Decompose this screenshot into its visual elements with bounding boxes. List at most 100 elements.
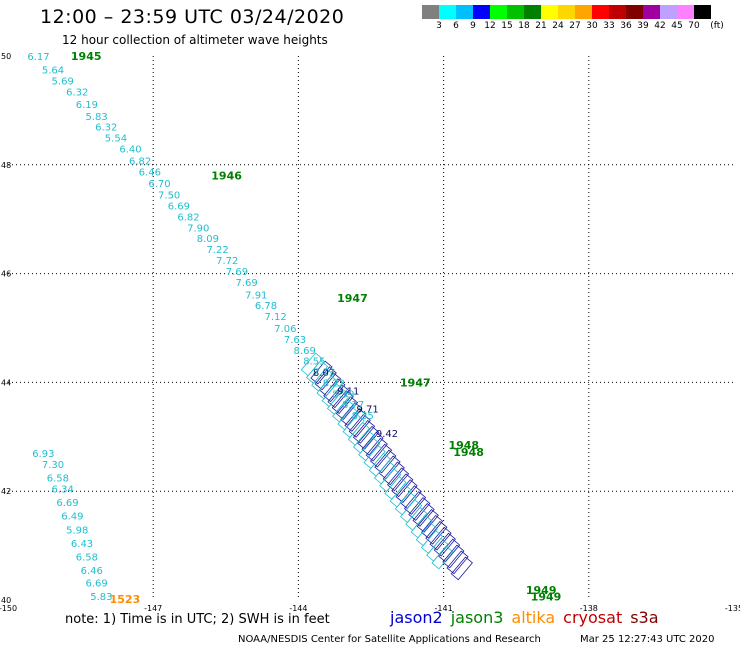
- legend-label: 6: [453, 21, 459, 31]
- wave-height-label: 5.64: [42, 66, 64, 77]
- legend-swatch: [439, 5, 456, 19]
- wave-height-label: 7.06: [274, 324, 296, 335]
- wave-height-label: 6.46: [81, 566, 103, 577]
- track-point-glyph: [386, 467, 410, 492]
- wave-height-label: 6.49: [61, 512, 83, 523]
- track-point-glyph: [403, 491, 427, 515]
- wave-height-label: 6.69: [56, 498, 78, 509]
- wave-height-label: 7.50: [158, 191, 180, 202]
- track-point-glyph: [327, 384, 350, 409]
- wave-height-label: 8.09: [197, 234, 219, 245]
- legend-label: 24: [552, 21, 564, 31]
- y-tick-label: 40: [1, 596, 11, 605]
- track-point-glyph: [382, 461, 405, 486]
- wave-height-label: 5.83: [90, 592, 112, 603]
- legend-swatch: [490, 5, 507, 19]
- time-label: 1948: [453, 446, 484, 459]
- track-point-glyph: [450, 556, 473, 581]
- legend-swatch: [422, 5, 439, 19]
- wave-height-label: 8.07: [313, 368, 335, 379]
- track-point-glyph: [340, 402, 363, 426]
- legend-swatch: [558, 5, 575, 19]
- legend-labels: 3 6 9 12 15 18 21 24 27 30 33 36 39 42 45 70 (ft): [422, 19, 740, 33]
- wave-height-label: 6.17: [27, 52, 49, 63]
- legend-swatch: [541, 5, 558, 19]
- track-point-glyph: [395, 479, 418, 504]
- credit-text: NOAA/NESDIS Center for Satellite Applica…: [238, 634, 541, 645]
- wave-height-label: 6.69: [168, 202, 190, 213]
- legend-swatch: [507, 5, 524, 19]
- track-point-glyph: [361, 431, 384, 456]
- wave-height-label: 6.58: [76, 552, 98, 563]
- wave-height-label: 7.13: [313, 368, 335, 379]
- page-subtitle: 12 hour collection of altimeter wave hei…: [62, 33, 328, 47]
- y-tick-label: 48: [1, 161, 11, 170]
- track-point-glyph: [335, 396, 359, 420]
- wave-height-label: 8.55: [303, 357, 325, 368]
- y-tick-label: 46: [1, 270, 11, 279]
- wave-height-label: 6.69: [85, 579, 107, 590]
- time-label: 1948: [448, 439, 479, 452]
- satellite-legend: jason2 jason3 altika cryosat s3a: [390, 608, 667, 627]
- legend-label: 3: [436, 21, 442, 31]
- legend-label: 12: [484, 21, 496, 31]
- legend-swatch: [609, 5, 626, 19]
- legend-swatch: [677, 5, 694, 19]
- track-point-glyph: [431, 545, 454, 570]
- time-label: 1949: [526, 584, 557, 597]
- legend-swatch: [626, 5, 643, 19]
- x-tick-label: -150: [0, 604, 17, 613]
- y-tick-label: 50: [1, 52, 11, 61]
- footer-note: note: 1) Time is in UTC; 2) SWH is in fe…: [65, 612, 330, 627]
- legend-label: 36: [620, 21, 632, 31]
- wave-height-label: 7.69: [226, 267, 248, 278]
- track-point-glyph: [391, 473, 414, 498]
- wave-height-label: 7.63: [284, 335, 306, 346]
- wave-height-label: 6.78: [255, 301, 277, 312]
- time-label: 1946: [211, 170, 242, 183]
- wave-height-label: 7.30: [42, 460, 64, 471]
- time-label: 1945: [71, 50, 102, 63]
- track-point-glyph: [314, 366, 337, 391]
- wave-height-label: 9.42: [376, 429, 398, 440]
- legend-label: 42: [654, 21, 666, 31]
- wave-height-label: 8.35: [352, 411, 374, 422]
- track-point-glyph: [438, 538, 461, 563]
- legend-swatch: [456, 5, 473, 19]
- y-tick-label: 42: [1, 487, 11, 496]
- y-tick-label: 44: [1, 378, 11, 387]
- time-label: 1947: [337, 292, 368, 305]
- legend-swatch: [473, 5, 490, 19]
- wave-height-label: 6.34: [52, 484, 74, 495]
- wave-height-label: 7.69: [235, 278, 257, 289]
- wave-height-label: 8.69: [294, 346, 316, 357]
- wave-height-label: 5.98: [66, 525, 88, 536]
- legend-unit: (ft): [710, 21, 724, 31]
- track-point-glyph: [412, 503, 435, 527]
- x-tick-label: -144: [289, 604, 307, 613]
- time-label: 1523: [110, 593, 141, 606]
- wave-height-label: 7.91: [245, 290, 267, 301]
- legend-swatch: [660, 5, 677, 19]
- track-point-glyph: [352, 419, 376, 444]
- wave-height-label: 5.69: [52, 76, 74, 87]
- track-point-glyph: [357, 425, 380, 450]
- wave-height-label: 7.12: [265, 312, 287, 323]
- satellite-jason2: jason2: [390, 608, 443, 627]
- wave-height-label: 8.77: [342, 400, 364, 411]
- color-legend: 3 6 9 12 15 18 21 24 27 30 33 36 39 42 45 70 (ft): [422, 5, 740, 33]
- satellite-s3a: s3a: [630, 608, 659, 627]
- wave-height-label: 7.90: [187, 223, 209, 234]
- wave-height-label: 9.11: [337, 386, 359, 397]
- legend-swatch: [575, 5, 592, 19]
- wave-height-label: 6.19: [76, 100, 98, 111]
- legend-label: 45: [671, 21, 683, 31]
- satellite-altika: altika: [511, 608, 556, 627]
- wave-height-label: 6.82: [177, 212, 199, 223]
- track-point-glyph: [323, 378, 346, 403]
- legend-swatch: [592, 5, 609, 19]
- page-title: 12:00 – 23:59 UTC 03/24/2020: [40, 6, 345, 28]
- wave-height-label: 6.93: [32, 449, 54, 460]
- legend-label: 33: [603, 21, 615, 31]
